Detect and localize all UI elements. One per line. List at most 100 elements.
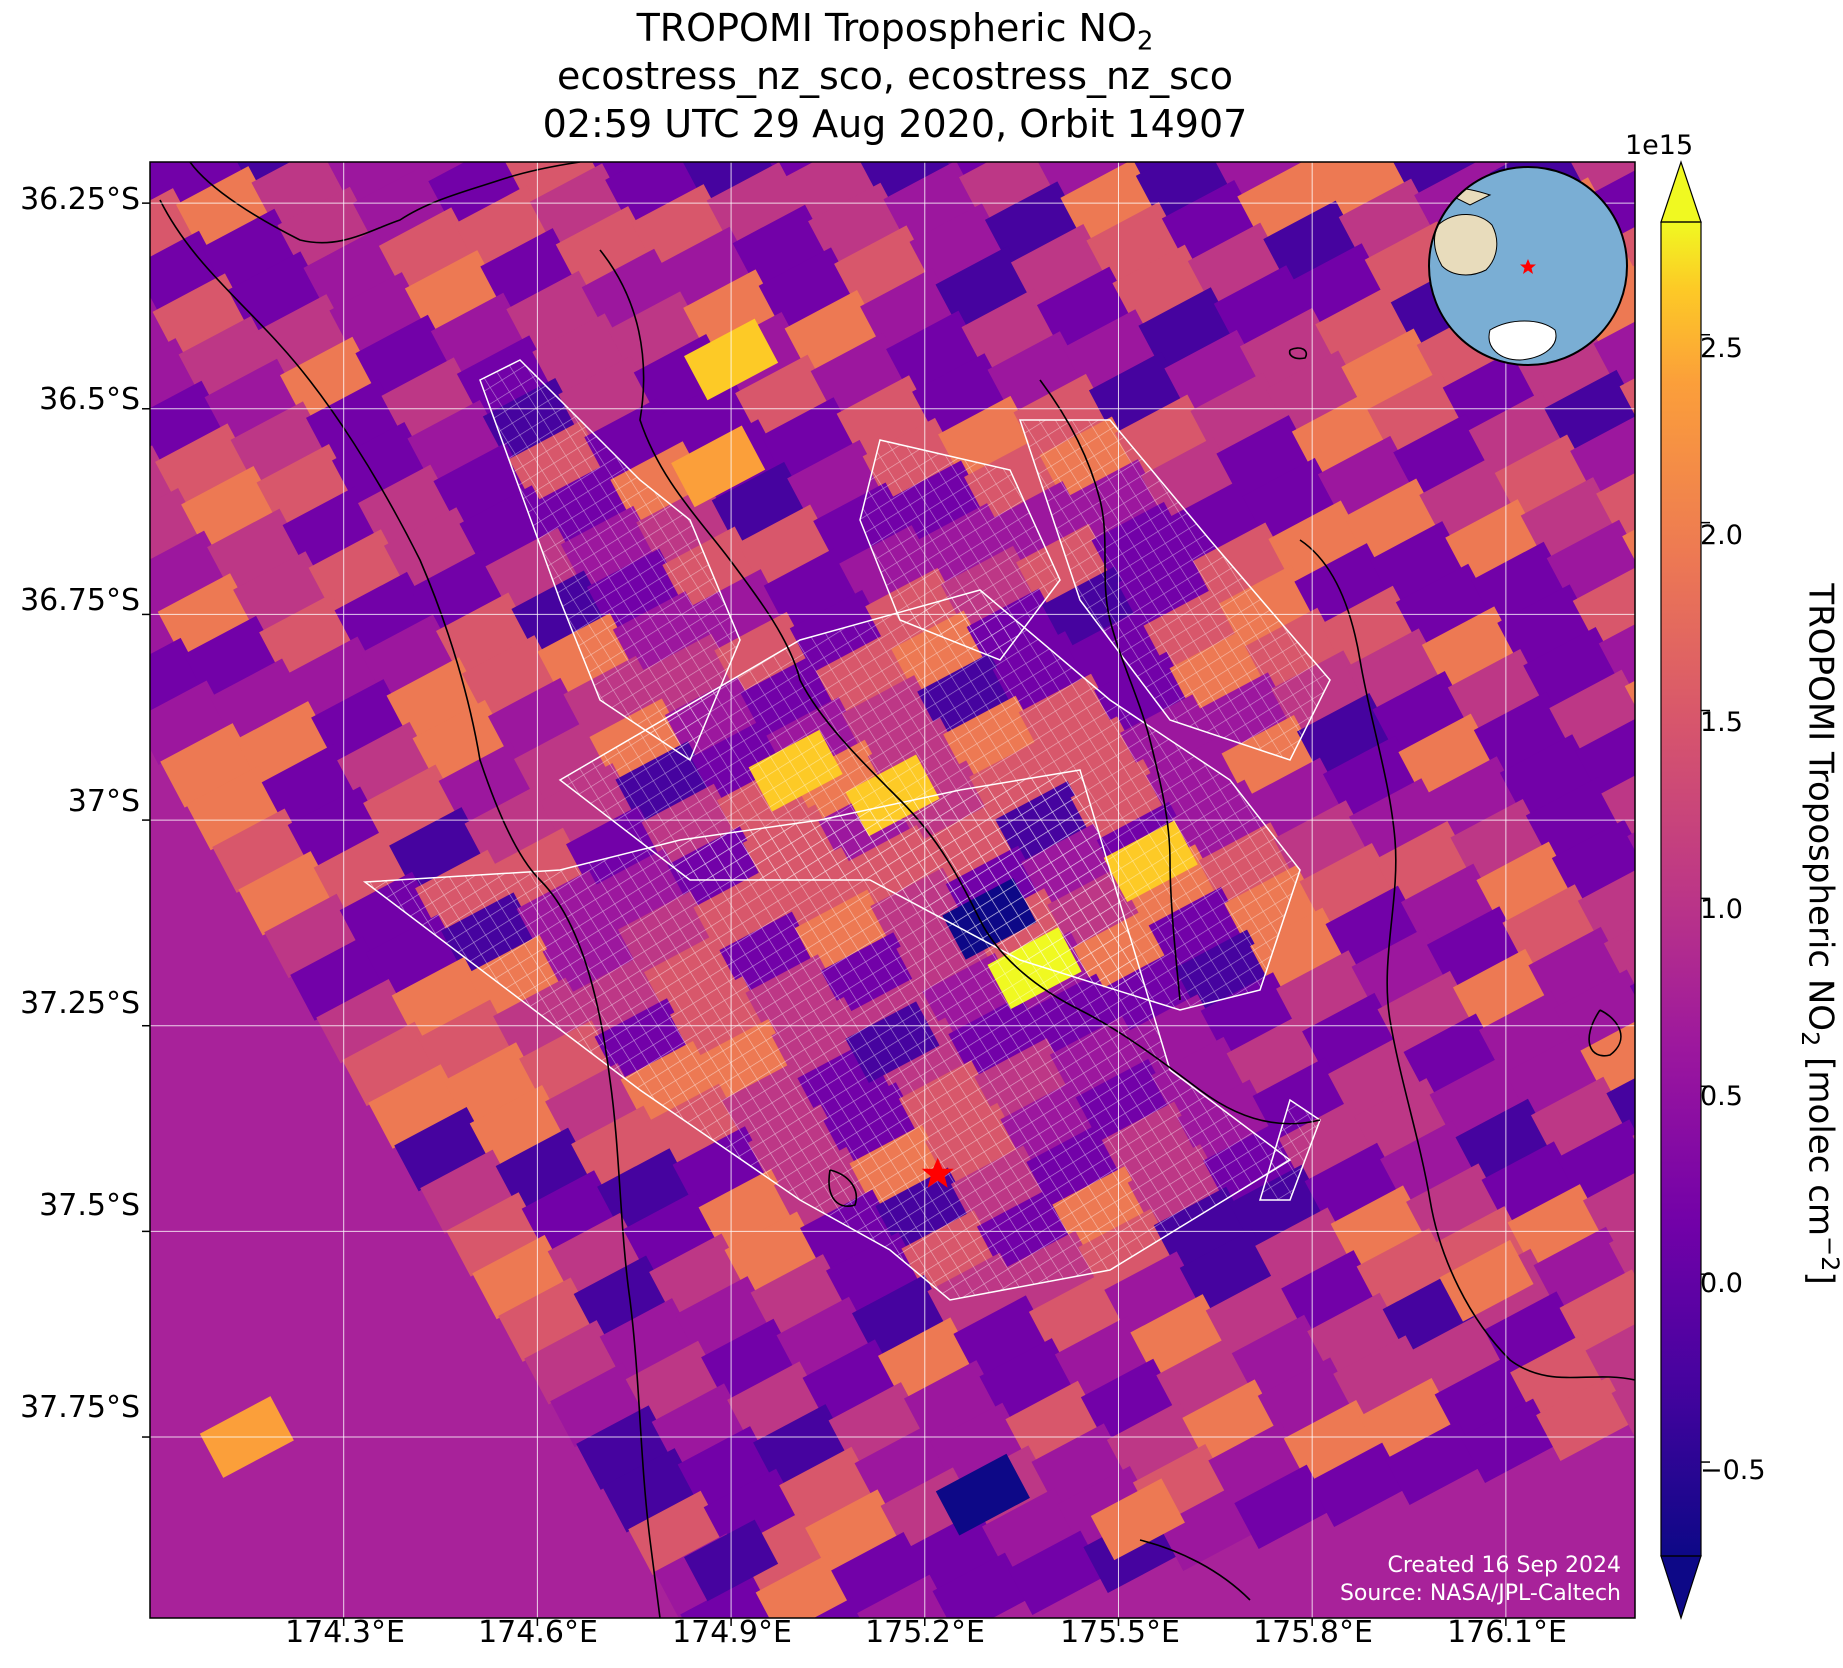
no2-pixel xyxy=(1216,415,1314,500)
no2-pixel xyxy=(394,1106,492,1192)
colorbar-tick-label: 1.5 xyxy=(1700,707,1743,738)
no2-pixel xyxy=(529,163,627,248)
no2-pixel xyxy=(1138,287,1236,372)
no2-pixel xyxy=(1580,1012,1635,1097)
no2-pixel xyxy=(657,226,755,312)
no2-pixel xyxy=(1242,457,1340,543)
no2-pixel xyxy=(391,957,489,1042)
no2-pixel xyxy=(160,723,258,808)
no2-pixel xyxy=(1153,1186,1251,1272)
no2-pixel xyxy=(157,573,255,658)
x-tick-label: 174.3°E xyxy=(285,1615,405,1650)
colorbar-extend-min xyxy=(1660,1555,1702,1620)
no2-pixel xyxy=(150,338,200,423)
no2-pixel xyxy=(1700,626,1797,710)
no2-pixel xyxy=(386,657,484,742)
no2-pixel xyxy=(183,615,281,701)
colorbar-tick-label: 1.0 xyxy=(1700,894,1743,925)
no2-pixel xyxy=(763,547,861,632)
no2-pixel xyxy=(987,331,1085,416)
no2-pixel xyxy=(961,288,1059,374)
no2-pixel xyxy=(488,677,585,763)
no2-pixel xyxy=(360,614,458,699)
no2-pixel xyxy=(1504,1034,1602,1119)
no2-pixel xyxy=(1585,1311,1635,1397)
no2-pixel xyxy=(683,269,781,354)
no2-pixel xyxy=(776,1296,874,1382)
no2-pixel xyxy=(1325,885,1423,970)
no2-pixel xyxy=(178,316,276,401)
no2-pixel xyxy=(547,1212,645,1298)
no2-pixel xyxy=(1213,265,1311,350)
no2-pixel xyxy=(1031,1423,1129,1508)
no2-pixel xyxy=(701,1318,798,1404)
no2-pixel xyxy=(787,439,885,525)
no2-pixel xyxy=(503,162,601,206)
no2-pixel xyxy=(462,635,559,720)
no2-pixel xyxy=(1106,1401,1204,1486)
no2-pixel xyxy=(150,637,206,723)
no2-pixel xyxy=(1135,162,1233,222)
no2-pixel xyxy=(420,1149,518,1234)
no2-pixel xyxy=(1333,1335,1431,1420)
no2-pixel xyxy=(1247,757,1345,843)
no2-pixel xyxy=(1005,1380,1103,1466)
no2-pixel xyxy=(1484,1291,1581,1376)
no2-pixel xyxy=(1575,712,1635,797)
no2-pixel xyxy=(753,1404,850,1489)
no2-pixel xyxy=(1471,541,1569,627)
no2-pixel xyxy=(1385,1420,1483,1506)
no2-pixel xyxy=(186,765,284,851)
no2-pixel xyxy=(631,184,729,269)
no2-pixel xyxy=(1770,304,1843,388)
no2-pixel xyxy=(1815,0,1843,24)
ecostress-footprint xyxy=(362,359,1331,1301)
no2-pixel xyxy=(1510,1333,1607,1419)
title-line-1: TROPOMI Tropospheric NO2 xyxy=(636,6,1154,57)
no2-pixel xyxy=(150,530,229,616)
no2-pixel xyxy=(1367,371,1465,456)
no2-pixel xyxy=(984,181,1082,266)
no2-pixel xyxy=(1302,992,1399,1078)
no2-pixel xyxy=(363,764,460,849)
no2-pixel xyxy=(280,336,377,422)
no2-pixel xyxy=(1544,369,1635,455)
map-frame xyxy=(149,161,1636,1619)
no2-pixel xyxy=(909,203,1007,288)
no2-pixel xyxy=(779,1446,876,1532)
no2-pixel xyxy=(930,1402,1027,1488)
no2-pixel xyxy=(1289,243,1387,328)
no2-pixel xyxy=(581,248,679,334)
no2-pixel xyxy=(1028,1273,1126,1358)
no2-pixel xyxy=(1791,47,1843,131)
no2-pixel xyxy=(404,250,502,335)
no2-pixel xyxy=(932,1552,1030,1618)
no2-pixel xyxy=(758,247,856,332)
y-tick-label: 37.75°S xyxy=(20,1390,140,1425)
no2-pixel xyxy=(1231,1314,1329,1400)
no2-pixel xyxy=(1205,1272,1303,1357)
x-tick-label: 175.2°E xyxy=(865,1615,985,1650)
no2-pixel xyxy=(1718,219,1815,303)
no2-pixel xyxy=(1179,1229,1277,1314)
no2-pixel xyxy=(1200,972,1298,1057)
no2-pixel xyxy=(1304,1142,1402,1228)
globe-inset xyxy=(1428,166,1628,366)
no2-pixel xyxy=(1601,754,1635,840)
no2-pixel xyxy=(1164,329,1262,415)
no2-pixel xyxy=(727,1361,824,1446)
no2-pixel xyxy=(1518,327,1615,412)
no2-pixel xyxy=(313,829,411,914)
no2-pixel xyxy=(454,185,552,270)
no2-pixel xyxy=(204,358,302,444)
no2-pixel xyxy=(532,313,630,398)
no2-pixel xyxy=(576,1405,674,1490)
no2-pixel xyxy=(1356,1228,1454,1313)
colorbar-tick-label: 0.0 xyxy=(1700,1268,1743,1299)
no2-highlight-pixel xyxy=(935,1453,1030,1536)
no2-pixel xyxy=(737,504,835,589)
no2-pixel xyxy=(711,461,809,547)
no2-pixel xyxy=(1317,435,1415,521)
coastlines xyxy=(159,162,1635,1618)
no2-pixel xyxy=(1768,154,1843,238)
